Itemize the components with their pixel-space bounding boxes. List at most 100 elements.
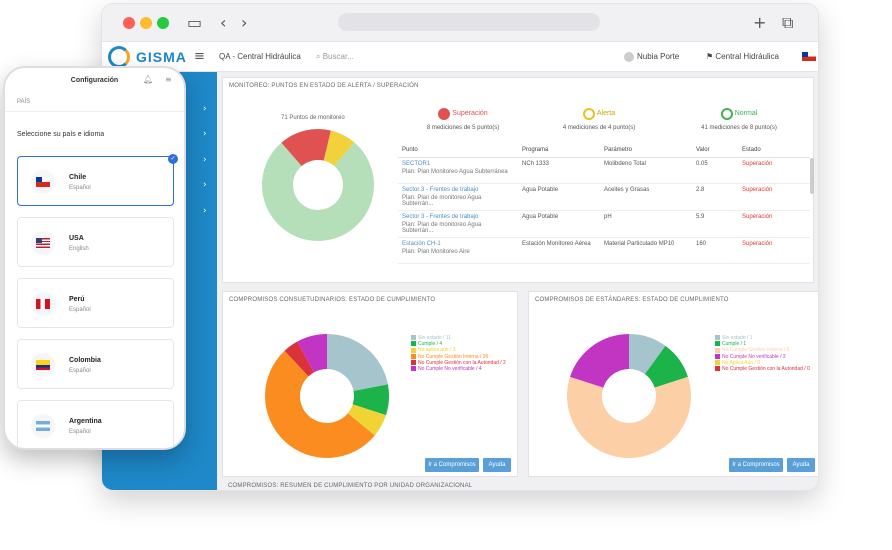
- forward-icon[interactable]: ›: [241, 13, 248, 32]
- menu-icon[interactable]: ≡: [165, 75, 172, 84]
- tabs-overview-icon[interactable]: ⧉: [782, 13, 794, 32]
- column-header[interactable]: Programa: [518, 143, 600, 158]
- chile-flag-icon: [31, 170, 55, 194]
- chevron-right-icon[interactable]: ›: [203, 180, 207, 190]
- donut-slice-no-cumple-no-verificable[interactable]: [297, 334, 327, 373]
- table-row[interactable]: Estación CH-1 Plan: Plan Monitoreo Aire E…: [398, 237, 810, 264]
- dashboard-content: MONITOREO: PUNTOS EN ESTADO DE ALERTA / …: [217, 72, 818, 490]
- point-link[interactable]: SECTOR1: [402, 161, 431, 167]
- site-selector[interactable]: ⚑ Central Hidráulica: [706, 52, 779, 61]
- search-field[interactable]: ⌕ Buscar...: [316, 52, 354, 62]
- program-cell: Agua Potable: [518, 183, 600, 211]
- legend-item[interactable]: Cumple / 4: [411, 341, 506, 347]
- argentina-flag-icon: [31, 414, 55, 438]
- donut-slice-cumple[interactable]: [352, 384, 389, 416]
- legend-item[interactable]: No aplica aún / 3: [411, 347, 506, 353]
- country-card-colombia[interactable]: Colombia Español: [17, 339, 174, 389]
- phone-header: Configuración 🔔︎ ≡: [5, 68, 184, 94]
- legend-label: Cumple / 4: [418, 341, 443, 348]
- chevron-right-icon[interactable]: ›: [203, 129, 207, 139]
- donut-slice-normal[interactable]: [262, 142, 374, 241]
- donut-slice-alerta[interactable]: [323, 130, 355, 166]
- column-header[interactable]: Punto: [398, 143, 518, 158]
- legend-label: No Cumple No verificable / 4: [418, 366, 482, 373]
- legend-label: No Cumple Gestión con la Autoridad / 2: [418, 359, 506, 366]
- column-header[interactable]: Valor: [692, 143, 738, 158]
- go-to-commitments-button[interactable]: Ir a Compromisos: [729, 458, 783, 472]
- chevron-right-icon[interactable]: ›: [203, 104, 207, 114]
- legend-item[interactable]: No Aplica Aún / 0: [715, 360, 810, 366]
- status-sub: 4 mediciones de 4 punto(s): [562, 125, 636, 131]
- point-link[interactable]: Sector 3 - Frentes de trabajo: [402, 187, 479, 193]
- table-row[interactable]: Sector 3 - Frentes de trabajo Plan: Plan …: [398, 210, 810, 238]
- parameter-cell: pH: [600, 210, 692, 238]
- donut-slice-sin-estado[interactable]: [629, 334, 666, 375]
- colombia-flag-icon: [31, 353, 55, 377]
- divider: [5, 111, 184, 112]
- status-superacion: Superación 8 mediciones de 5 punto(s): [403, 105, 523, 131]
- program-cell: Estación Monitoreo Aérea: [518, 237, 600, 264]
- country-card-chile[interactable]: Chile Español: [17, 156, 174, 206]
- address-bar[interactable]: [338, 13, 600, 31]
- app-header: GISMA ≡ QA - Central Hidráulica ⌕ Buscar…: [102, 42, 818, 72]
- donut-slice-no-cumple-no-verificable[interactable]: [570, 334, 629, 388]
- minimize-window-button[interactable]: [140, 17, 152, 29]
- donut-slice-no-cumple-gestión-interna[interactable]: [567, 376, 691, 458]
- legend-item[interactable]: No Cumple Gestión con la Autoridad / 0: [715, 366, 810, 372]
- legend-label: Sin estado / 11: [418, 335, 451, 341]
- country-language: English: [69, 246, 89, 252]
- legend-item[interactable]: No Cumple No verificable / 2: [715, 354, 810, 360]
- donut-slice-cumple[interactable]: [644, 345, 688, 388]
- chile-flag-icon[interactable]: [802, 52, 816, 61]
- legend-item[interactable]: Sin estado / 1: [715, 335, 810, 341]
- legend-swatch: [411, 347, 416, 353]
- go-to-commitments-button[interactable]: Ir a Compromisos: [425, 458, 479, 472]
- legend-item[interactable]: Sin estado / 11: [411, 335, 506, 341]
- donut-slice-no-cumple-gestión-interna[interactable]: [264, 350, 375, 459]
- donut-slice-no-cumple-gestión-con-la-autoridad[interactable]: [284, 341, 314, 377]
- donut-slice-no-aplica-aún[interactable]: [347, 404, 386, 436]
- legend-swatch: [411, 366, 416, 372]
- legend-item[interactable]: No Cumple Gestión Interna / 26: [411, 354, 506, 360]
- country-card-usa[interactable]: USA English: [17, 217, 174, 267]
- donut-slice-superación[interactable]: [281, 129, 331, 167]
- menu-icon[interactable]: ≡: [194, 49, 205, 64]
- user-icon: [624, 52, 634, 62]
- legend-item[interactable]: No Cumple Gestión Interna / 6: [715, 347, 810, 353]
- column-header[interactable]: Parámetro: [600, 143, 692, 158]
- site-name: Central Hidráulica: [715, 52, 779, 61]
- parameter-cell: Material Particulado MP10: [600, 237, 692, 264]
- value-cell: 2.8: [692, 183, 738, 211]
- maximize-window-button[interactable]: [157, 17, 169, 29]
- table-row[interactable]: SECTOR1 Plan: Plan Monitoreo Agua Subterr…: [398, 157, 810, 184]
- column-header[interactable]: Estado: [738, 143, 810, 158]
- back-icon[interactable]: ‹: [220, 13, 227, 32]
- bell-icon[interactable]: 🔔︎: [143, 75, 154, 84]
- donut-slice-sin-estado[interactable]: [327, 334, 388, 391]
- legend-item[interactable]: No Cumple Gestión con la Autoridad / 2: [411, 360, 506, 366]
- state-cell: Superación: [738, 237, 810, 264]
- chevron-right-icon[interactable]: ›: [203, 155, 207, 165]
- summary-section-title: COMPROMISOS: RESUMEN DE CUMPLIMIENTO POR…: [228, 483, 473, 489]
- project-name: QA - Central Hidráulica: [219, 52, 301, 61]
- new-tab-icon[interactable]: +: [753, 13, 767, 32]
- chevron-right-icon[interactable]: ›: [203, 206, 207, 216]
- legend-label: Sin estado / 1: [722, 335, 753, 341]
- table-scrollbar[interactable]: [810, 158, 814, 194]
- legend-item[interactable]: No Cumple No verificable / 4: [411, 366, 506, 372]
- panel-title: COMPROMISOS DE ESTÁNDARES: ESTADO DE CUM…: [535, 297, 729, 303]
- user-menu[interactable]: Nubia Porte: [624, 52, 679, 62]
- help-button[interactable]: Ayuda: [787, 458, 815, 472]
- point-link[interactable]: Estación CH-1: [402, 241, 441, 247]
- country-card-peru[interactable]: Perú Español: [17, 278, 174, 328]
- point-link[interactable]: Sector 3 - Frentes de trabajo: [402, 214, 479, 220]
- legend-item[interactable]: Cumple / 1: [715, 341, 810, 347]
- country-card-argentina[interactable]: Argentina Español: [17, 400, 174, 448]
- section-label: PAÍS: [17, 99, 31, 105]
- help-button[interactable]: Ayuda: [483, 458, 511, 472]
- sidebar-toggle-icon[interactable]: ▭: [187, 13, 203, 32]
- monitoreo-table: Punto Programa Parámetro Valor Estado SE…: [398, 143, 810, 264]
- close-window-button[interactable]: [123, 17, 135, 29]
- table-row[interactable]: Sector 3 - Frentes de trabajo Plan: Plan …: [398, 183, 810, 211]
- user-name: Nubia Porte: [637, 52, 680, 62]
